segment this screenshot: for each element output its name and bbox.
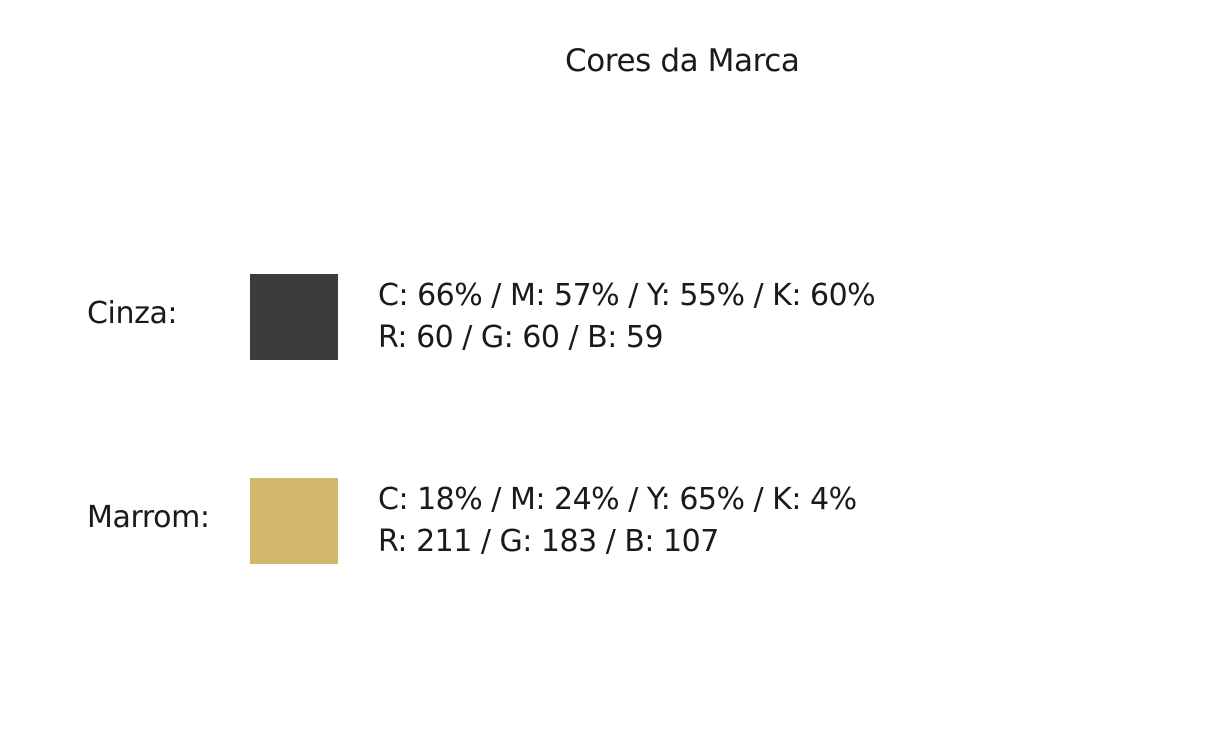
rgb-values: R: 211 / G: 183 / B: 107 [378,524,719,559]
color-swatch [250,478,338,564]
cmyk-values: C: 18% / M: 24% / Y: 65% / K: 4% [378,482,857,517]
rgb-values: R: 60 / G: 60 / B: 59 [378,320,664,355]
color-swatch [250,274,338,360]
cmyk-values: C: 66% / M: 57% / Y: 55% / K: 60% [378,278,876,313]
color-values: C: 18% / M: 24% / Y: 65% / K: 4% R: 211 … [378,479,857,563]
color-name: Cinza: [87,296,178,331]
color-row-cinza: Cinza: C: 66% / M: 57% / Y: 55% / K: 60%… [0,273,1210,363]
color-row-marrom: Marrom: C: 18% / M: 24% / Y: 65% / K: 4%… [0,477,1210,567]
page-title: Cores da Marca [565,43,800,79]
color-values: C: 66% / M: 57% / Y: 55% / K: 60% R: 60 … [378,275,876,359]
color-name: Marrom: [87,500,210,535]
